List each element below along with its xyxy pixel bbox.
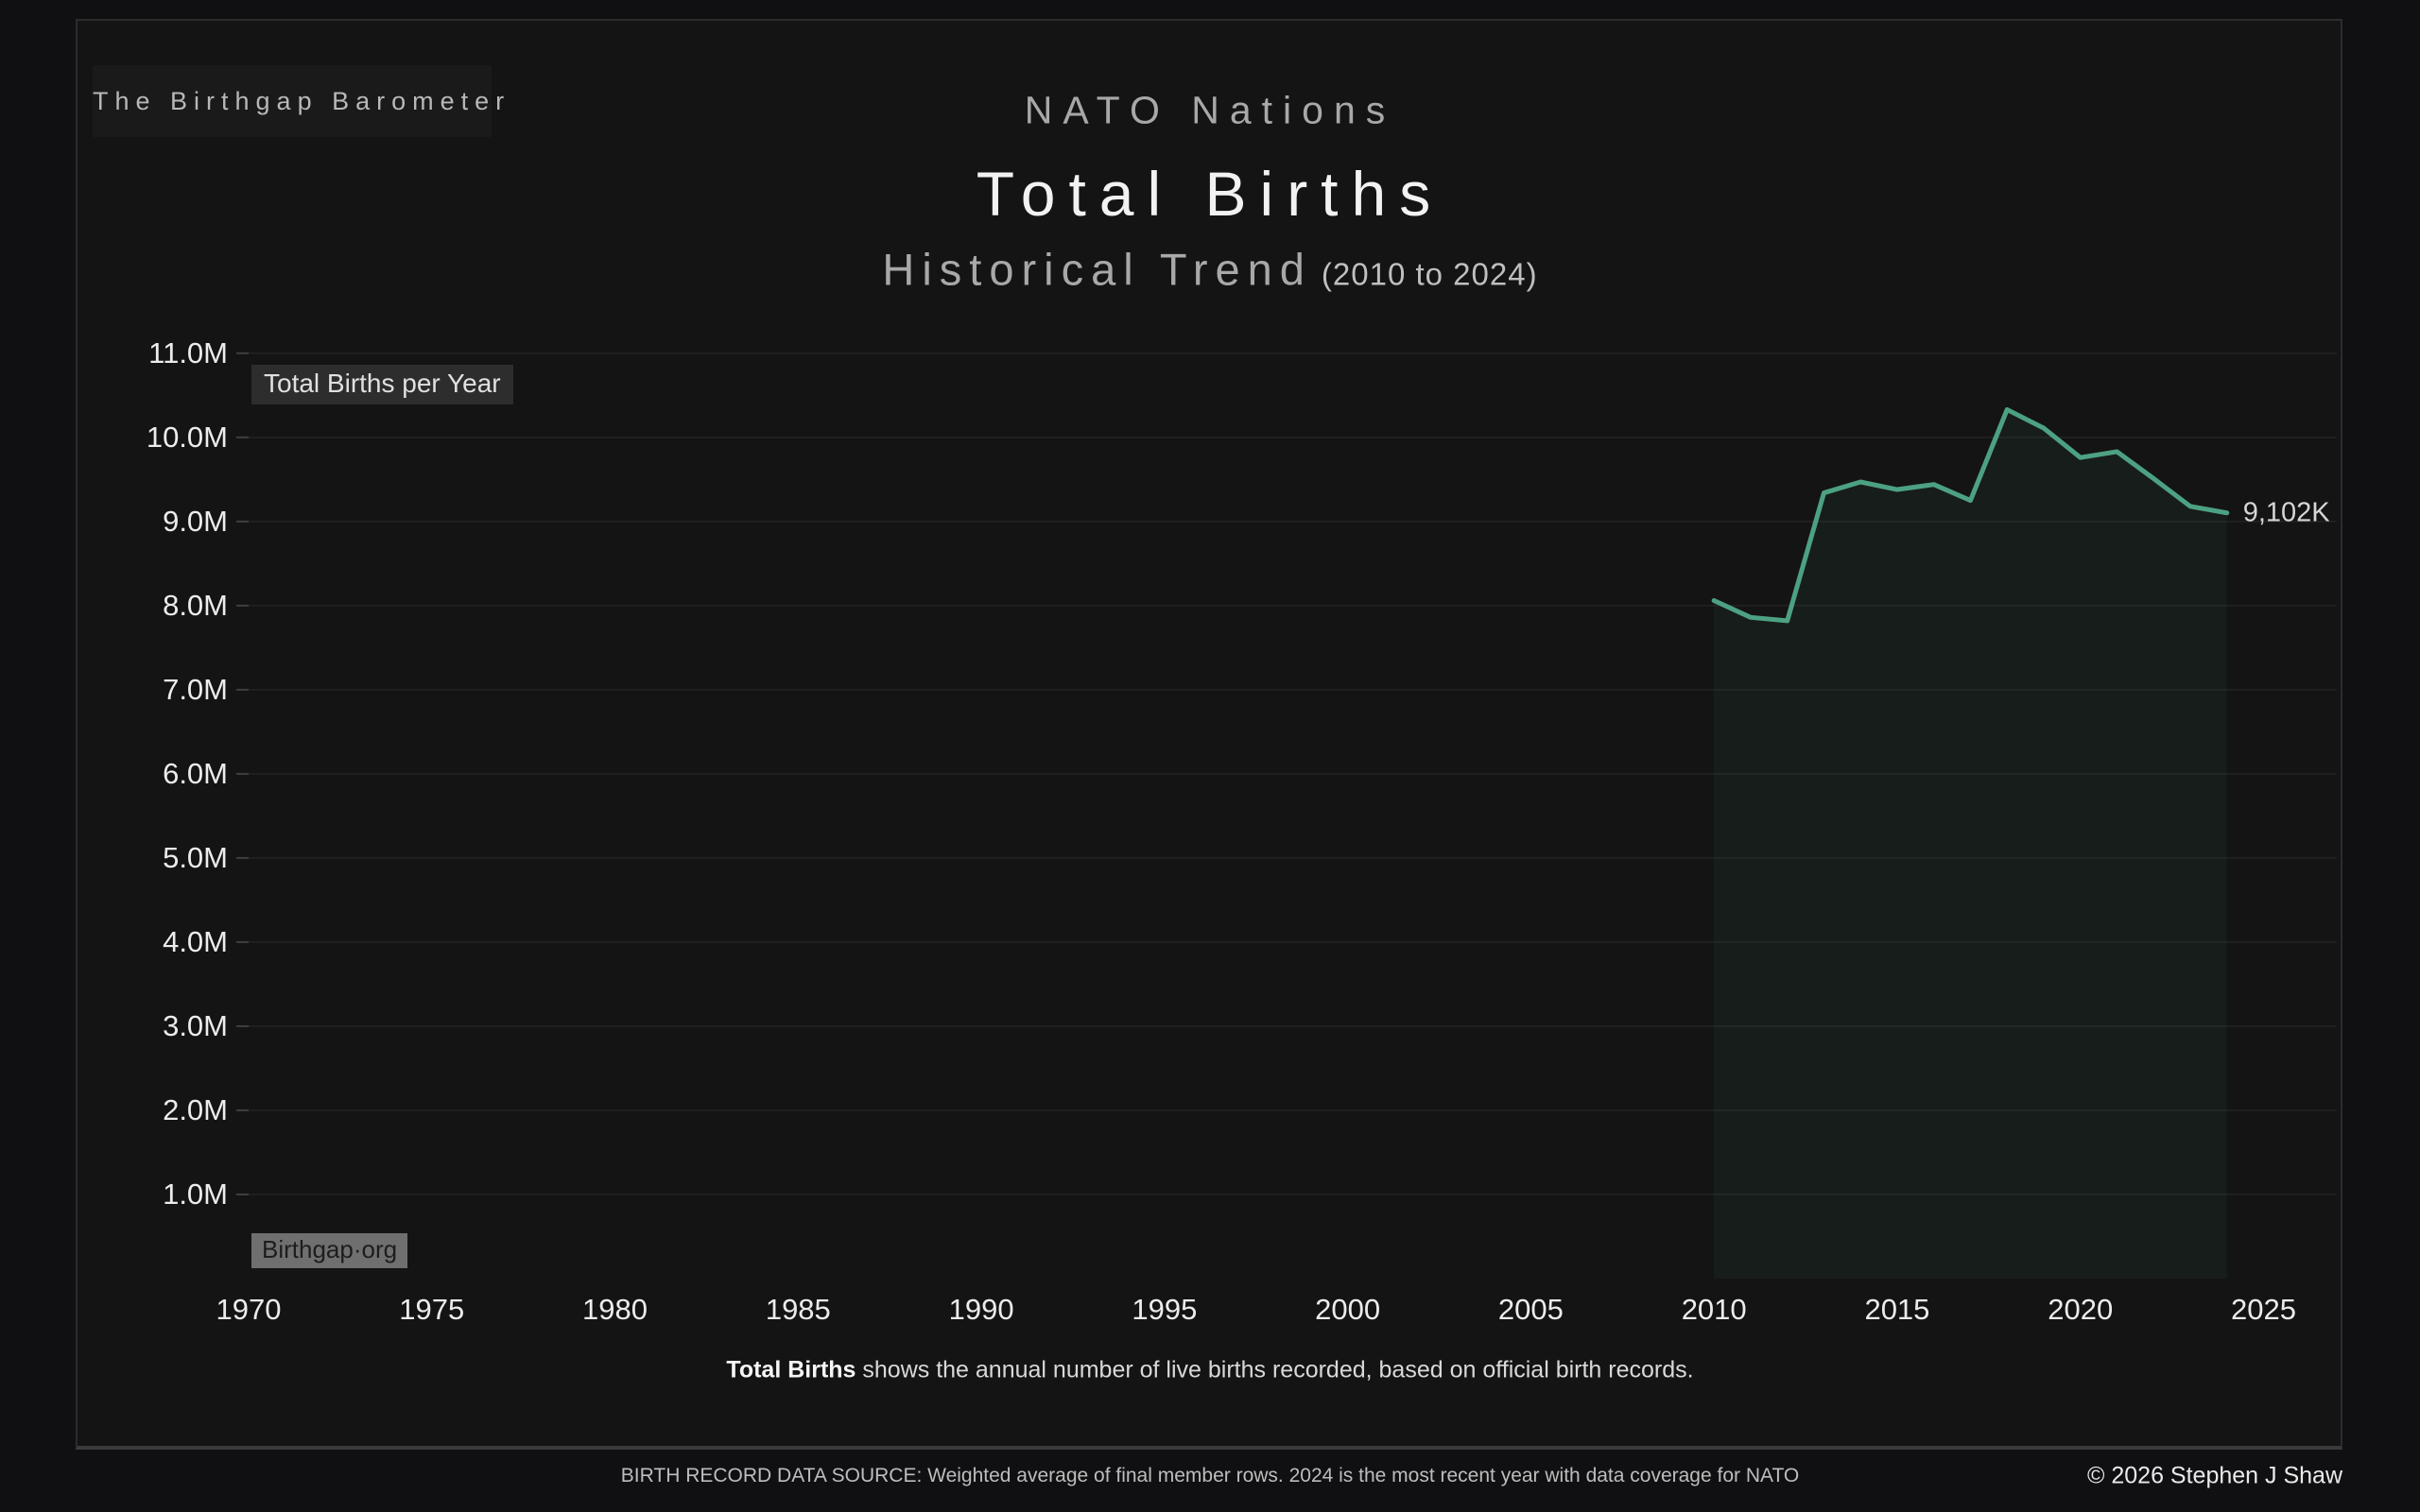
y-axis-tick-label: 11.0M — [148, 336, 228, 369]
chart-kicker: NATO Nations — [1024, 88, 1396, 132]
copyright-notice: © 2026 Stephen J Shaw — [2087, 1462, 2342, 1489]
x-axis-tick-label: 1975 — [399, 1293, 464, 1326]
caption-text: shows the annual number of live births r… — [856, 1356, 1694, 1383]
subtitle-range: (2010 to 2024) — [1321, 256, 1538, 292]
x-axis-tick-label: 1970 — [216, 1293, 282, 1326]
y-axis-tick-label: 10.0M — [147, 421, 228, 454]
x-axis-tick-label: 2010 — [1682, 1293, 1747, 1326]
x-axis-tick-label: 1990 — [949, 1293, 1014, 1326]
x-axis-tick-label: 2015 — [1864, 1293, 1929, 1326]
x-axis-tick-label: 1980 — [582, 1293, 648, 1326]
watermark-badge: Birthgap·org — [251, 1233, 408, 1268]
x-axis-tick-label: 1995 — [1132, 1293, 1197, 1326]
last-point-value-label: 9,102K — [2242, 497, 2330, 528]
y-axis-tick-label: 1.0M — [163, 1177, 228, 1211]
viz-panel — [76, 19, 2342, 1450]
y-axis-ticks — [236, 352, 249, 1195]
y-axis-tick-label: 9.0M — [163, 505, 228, 538]
x-axis-tick-label: 2000 — [1315, 1293, 1380, 1326]
x-axis-tick-label: 2020 — [2048, 1293, 2113, 1326]
brand-badge: The Birthgap Barometer — [93, 65, 504, 137]
axis-labels: 1.0M 2.0M 3.0M 4.0M 5.0M 6.0M 7.0M 8.0M 9.0M 10.0… — [147, 336, 2296, 1326]
births-area-mark[interactable] — [1714, 409, 2227, 1279]
y-axis-tick-label: 4.0M — [163, 925, 228, 958]
y-axis-tick-label: 5.0M — [163, 841, 228, 874]
y-axis-tick-label: 6.0M — [163, 757, 228, 790]
subtitle-text: Historical Trend — [882, 244, 1312, 295]
page-title: Total Births — [976, 159, 1444, 229]
gridlines — [249, 352, 2337, 1195]
x-axis-tick-label: 2005 — [1498, 1293, 1564, 1326]
caption-term: Total Births — [726, 1356, 856, 1383]
chart-caption: Total Births shows the annual number of … — [0, 1357, 2420, 1384]
y-axis-tick-label: 8.0M — [163, 589, 228, 622]
births-line-mark[interactable] — [1711, 406, 2230, 624]
x-axis-tick-label: 1985 — [766, 1293, 831, 1326]
chart-subtitle: Historical Trend (2010 to 2024) — [0, 244, 2420, 296]
y-axis-tick-label: 2.0M — [163, 1093, 228, 1126]
series-label-chip: Total Births per Year — [251, 365, 513, 404]
x-axis-tick-label: 2025 — [2231, 1293, 2296, 1326]
y-axis-tick-label: 3.0M — [163, 1009, 228, 1042]
data-source-note: BIRTH RECORD DATA SOURCE: Weighted avera… — [620, 1465, 1800, 1486]
y-axis-tick-label: 7.0M — [163, 673, 228, 706]
